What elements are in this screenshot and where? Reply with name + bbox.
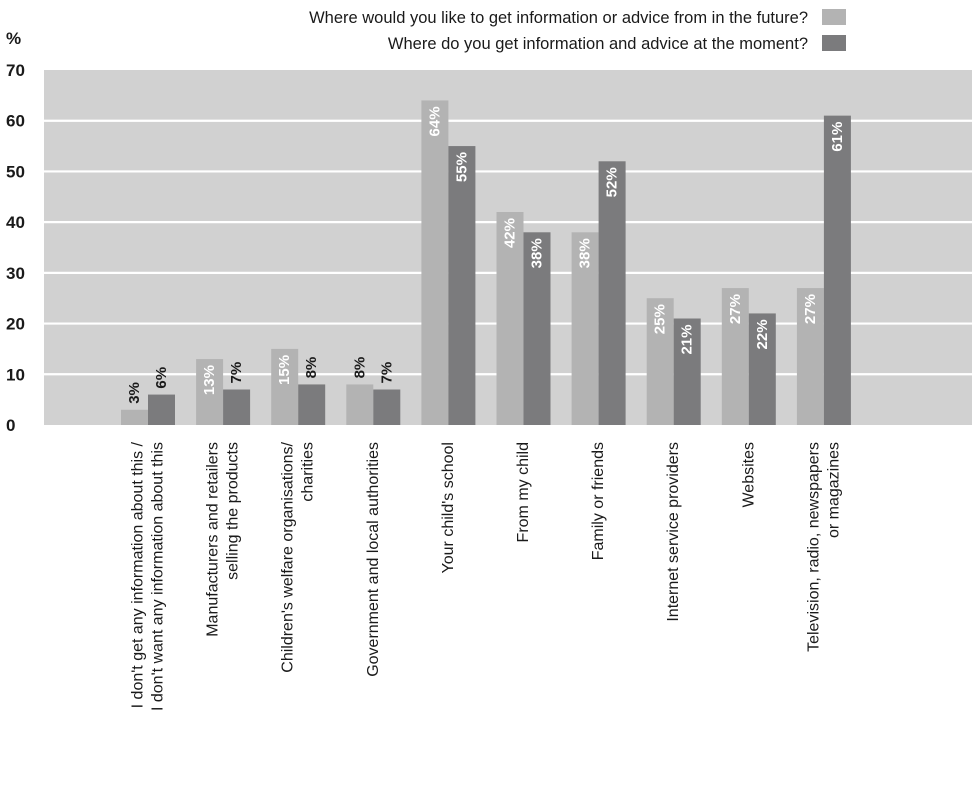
category-label: Internet service providers: [665, 442, 682, 622]
category-label: From my child: [515, 442, 532, 542]
bar: [646, 298, 674, 425]
bar: [196, 359, 224, 425]
category-label: Websites: [740, 442, 757, 508]
data-label: 52%: [604, 167, 621, 197]
y-tick-label: 50: [6, 162, 25, 181]
data-label: 38%: [577, 238, 594, 268]
category-label: selling the products: [225, 442, 242, 580]
data-label: 8%: [303, 357, 320, 379]
category-label: Family or friends: [590, 442, 607, 560]
category-label: I don't want any information about this: [150, 442, 167, 711]
bar: [298, 384, 326, 425]
bar: [346, 384, 374, 425]
bar: [673, 318, 701, 425]
category-label: Government and local authorities: [365, 442, 382, 677]
category-label: Children's welfare organisations/: [280, 441, 297, 672]
data-label: 42%: [502, 218, 519, 248]
bar: [496, 212, 524, 425]
bar: [571, 232, 599, 425]
data-label: 55%: [453, 152, 470, 182]
y-tick-label: 60: [6, 112, 25, 131]
bar: [796, 288, 824, 425]
category-label: Your child's school: [440, 442, 457, 573]
y-axis-unit-label: %: [6, 29, 21, 48]
legend-swatch: [822, 35, 846, 51]
data-label: 8%: [351, 357, 368, 379]
bar: [823, 115, 851, 426]
bar: [748, 313, 776, 425]
category-label: or magazines: [825, 442, 842, 538]
category-label: charities: [300, 442, 317, 502]
data-label: 61%: [829, 122, 846, 152]
data-label: 7%: [228, 362, 245, 384]
bar: [421, 100, 449, 425]
data-label: 21%: [679, 325, 696, 355]
category-labels: I don't get any information about this /…: [130, 441, 843, 711]
legend-swatch: [822, 9, 846, 25]
category-label: Manufacturers and retailers: [205, 442, 222, 637]
y-tick-label: 10: [6, 365, 25, 384]
data-label: 25%: [652, 304, 669, 334]
data-label: 38%: [529, 238, 546, 268]
bar: [448, 146, 476, 426]
data-labels: 3% 6% 13% 7% 15% 8% 8% 7% 64% 55% 42% 38% 38% 52% 25% 2…: [126, 106, 846, 403]
category-label: I don't get any information about this /: [130, 441, 147, 708]
data-label: 6%: [153, 367, 170, 389]
y-tick-label: 40: [6, 213, 25, 232]
data-label: 13%: [201, 365, 218, 395]
legend-label: Where do you get information and advice …: [388, 35, 808, 53]
data-label: 27%: [802, 294, 819, 324]
data-label: 27%: [727, 294, 744, 324]
legend-label: Where would you like to get information …: [309, 9, 808, 27]
bar: [721, 288, 749, 425]
bar: [223, 389, 251, 425]
bar: [523, 232, 551, 425]
y-tick-label: 70: [6, 61, 25, 80]
category-label: Television, radio, newspapers: [805, 442, 822, 652]
y-tick-label: 0: [6, 416, 15, 435]
bar: [121, 409, 148, 425]
bar: [271, 348, 299, 425]
bar: [373, 389, 401, 425]
data-label: 3%: [126, 382, 143, 404]
legend: Where would you like to get information …: [309, 9, 846, 53]
bar: [598, 161, 626, 426]
bar: [148, 394, 175, 425]
data-label: 15%: [276, 355, 293, 385]
data-label: 22%: [754, 319, 771, 349]
data-label: 64%: [426, 106, 443, 136]
y-tick-label: 20: [6, 315, 25, 334]
y-tick-label: 30: [6, 264, 25, 283]
y-axis-ticks: 0 10 20 30 40 50 60 70: [6, 61, 25, 435]
data-label: 7%: [378, 362, 395, 384]
bars: [121, 100, 851, 426]
